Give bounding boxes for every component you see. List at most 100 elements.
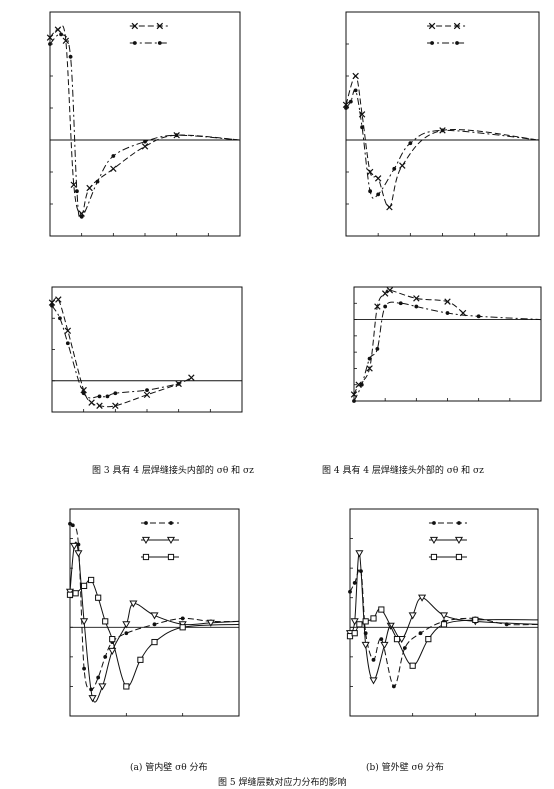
data-point xyxy=(65,341,70,346)
data-point xyxy=(413,295,420,302)
data-point xyxy=(68,521,72,526)
data-point xyxy=(50,303,54,308)
data-point xyxy=(82,666,86,671)
data-point xyxy=(359,382,364,387)
data-point xyxy=(129,600,138,608)
data-point xyxy=(141,143,149,150)
legend-marker xyxy=(156,22,164,30)
data-point xyxy=(88,399,95,406)
fig5a-chart xyxy=(65,508,240,717)
data-point xyxy=(386,203,393,211)
data-point xyxy=(360,125,364,130)
data-point xyxy=(48,42,52,46)
data-point xyxy=(378,606,385,613)
data-point xyxy=(58,316,62,321)
legend-marker xyxy=(144,521,148,525)
data-point xyxy=(145,388,149,393)
data-point xyxy=(352,399,356,403)
data-point xyxy=(393,636,401,643)
data-point xyxy=(397,636,406,644)
data-point xyxy=(98,683,107,691)
legend-marker xyxy=(167,553,175,561)
data-point xyxy=(350,618,359,626)
data-point xyxy=(143,139,147,144)
data-point xyxy=(75,189,79,194)
series-1 xyxy=(352,301,542,403)
data-point xyxy=(472,616,479,623)
data-point xyxy=(62,37,70,45)
data-point xyxy=(344,106,348,110)
data-point xyxy=(418,594,427,602)
legend-marker xyxy=(142,553,150,561)
series-1 xyxy=(48,32,241,219)
data-point xyxy=(391,684,396,689)
data-point xyxy=(70,542,79,550)
fig4-top-chart xyxy=(342,11,540,237)
data-point xyxy=(371,657,376,662)
data-point xyxy=(367,356,372,361)
legend-marker xyxy=(430,41,434,45)
data-point xyxy=(361,641,370,650)
data-point xyxy=(96,402,103,409)
data-point xyxy=(399,162,406,169)
fig4-caption: 图 4 具有 4 层焊缝接头外部的 σθ 和 σz xyxy=(322,466,484,476)
fig3-top-chart xyxy=(46,11,241,237)
data-point xyxy=(408,141,413,146)
legend-marker xyxy=(457,521,461,525)
data-point xyxy=(88,695,97,703)
data-point xyxy=(113,391,118,396)
data-point xyxy=(97,394,102,399)
legend-marker xyxy=(141,536,151,545)
data-point xyxy=(74,550,83,558)
data-point xyxy=(366,168,374,176)
data-point xyxy=(96,675,101,680)
data-point xyxy=(414,304,419,309)
plot-frame xyxy=(349,508,539,717)
data-point xyxy=(86,184,93,192)
legend-marker xyxy=(453,22,461,30)
data-point xyxy=(150,612,159,620)
fig3-caption: 图 3 具有 4 层焊缝接头内部的 σθ 和 σz xyxy=(92,466,254,476)
legend-marker xyxy=(132,41,137,45)
data-point xyxy=(108,647,117,655)
data-point xyxy=(95,179,100,184)
data-point xyxy=(445,311,450,315)
data-point xyxy=(80,618,89,626)
data-point xyxy=(95,594,102,601)
data-point xyxy=(355,550,364,558)
data-point xyxy=(352,72,359,80)
series-0 xyxy=(48,296,195,409)
data-point xyxy=(376,192,381,197)
data-point xyxy=(174,133,179,138)
data-point xyxy=(342,101,350,109)
fig4-bottom-chart xyxy=(350,286,542,403)
legend-marker xyxy=(454,536,464,545)
fig5b-caption: (b) 管外壁 σθ 分布 xyxy=(366,763,444,773)
data-point xyxy=(59,32,63,37)
data-point xyxy=(176,381,181,386)
data-point xyxy=(353,88,358,93)
data-point xyxy=(418,631,423,636)
data-point xyxy=(110,165,117,173)
series-line-0 xyxy=(51,297,192,408)
data-point xyxy=(476,314,481,319)
data-point xyxy=(375,346,380,351)
data-point xyxy=(425,636,432,643)
data-point xyxy=(439,612,449,620)
series-line-1 xyxy=(353,301,542,402)
data-point xyxy=(369,677,378,685)
data-point xyxy=(137,656,144,663)
data-point xyxy=(151,638,158,646)
legend-marker xyxy=(166,536,176,545)
series-line-1 xyxy=(49,33,241,218)
data-point xyxy=(444,298,451,305)
data-point xyxy=(440,621,448,628)
data-point xyxy=(80,582,88,589)
data-point xyxy=(398,301,403,306)
plot-frame xyxy=(69,508,240,717)
data-point xyxy=(102,618,109,625)
data-point xyxy=(381,290,389,297)
data-point xyxy=(111,154,116,158)
data-point xyxy=(179,624,186,631)
data-point xyxy=(409,662,416,669)
